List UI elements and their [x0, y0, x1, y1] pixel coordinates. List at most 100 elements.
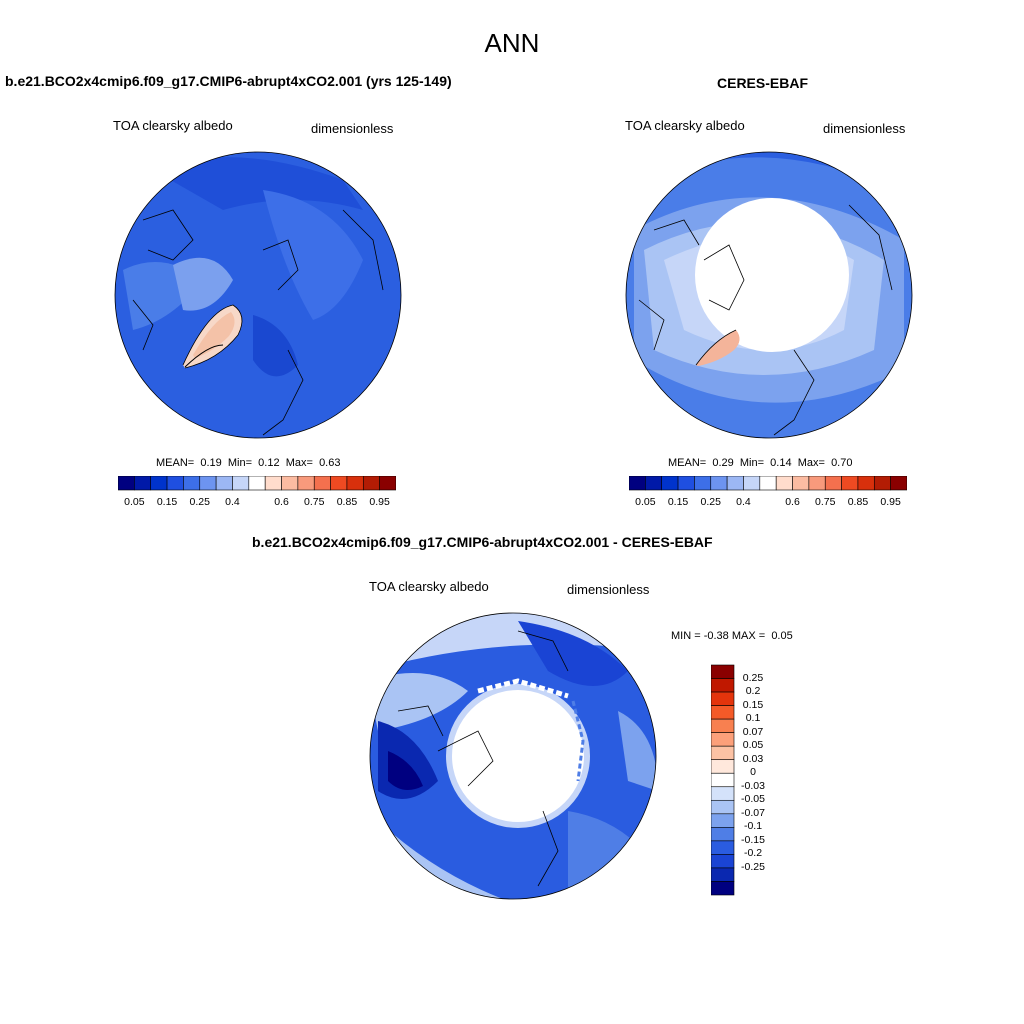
colorbar-swatch: [711, 786, 735, 801]
colorbar-tick-label: 0.07: [742, 725, 764, 738]
figure-title: ANN: [484, 28, 540, 58]
colorbar-swatch: [346, 476, 364, 491]
colorbar-swatch: [215, 476, 233, 491]
colorbar-tick-label: 0.2: [745, 685, 761, 698]
colorbar-swatch: [726, 476, 744, 491]
colorbar-swatch: [711, 691, 735, 706]
colorbar-swatch: [857, 476, 875, 491]
colorbar-swatch: [379, 476, 396, 491]
panel2-stats: MEAN= 0.29 Min= 0.14 Max= 0.70: [668, 457, 853, 469]
colorbar-swatch: [677, 476, 695, 491]
colorbar-swatch: [711, 718, 735, 733]
colorbar-swatch: [264, 476, 282, 491]
colorbar-tick-label: 0.25: [700, 496, 721, 508]
colorbar-tick-label: 0.85: [847, 496, 869, 508]
colorbar-tick-label: 0.1: [745, 712, 761, 725]
panel3-variable: TOA clearsky albedo: [369, 579, 489, 594]
colorbar-swatch: [711, 840, 735, 855]
colorbar-swatch: [890, 476, 907, 491]
colorbar-tick-label: 0.15: [742, 698, 764, 711]
panel1-variable: TOA clearsky albedo: [113, 118, 233, 133]
panel3-stats: MIN = -0.38 MAX = 0.05: [671, 630, 793, 642]
colorbar-swatch: [281, 476, 299, 491]
colorbar-tick-label: 0.05: [635, 496, 656, 508]
colorbar-tick-label: 0.05: [124, 496, 145, 508]
panel3-title: b.e21.BCO2x4cmip6.f09_g17.CMIP6-abrupt4x…: [252, 534, 713, 550]
colorbar-tick-label: 0.4: [736, 496, 751, 508]
panel1-units: dimensionless: [311, 121, 394, 136]
colorbar-swatch: [873, 476, 891, 491]
panel1-title: b.e21.BCO2x4cmip6.f09_g17.CMIP6-abrupt4x…: [5, 73, 452, 89]
colorbar-tick-label: 0.4: [225, 496, 240, 508]
colorbar-swatch: [313, 476, 331, 491]
colorbar-tick-label: 0.85: [336, 496, 358, 508]
colorbar-swatch: [711, 664, 735, 679]
colorbar-swatch: [824, 476, 842, 491]
panel2-polar-map: [625, 151, 913, 439]
colorbar-swatch: [134, 476, 152, 491]
colorbar-swatch: [183, 476, 201, 491]
colorbar-tick-label: 0: [750, 766, 756, 779]
colorbar-swatch: [694, 476, 712, 491]
colorbar-tick-label: 0.95: [369, 496, 390, 508]
panel3-colorbar: [711, 664, 735, 896]
colorbar-swatch: [199, 476, 217, 491]
colorbar-swatch: [711, 705, 735, 720]
colorbar-swatch: [711, 827, 735, 842]
colorbar-swatch: [629, 476, 646, 491]
colorbar-swatch: [330, 476, 348, 491]
colorbar-swatch: [711, 854, 735, 869]
colorbar-tick-label: 0.75: [815, 496, 836, 508]
colorbar-tick-label: -0.25: [741, 860, 765, 873]
colorbar-swatch: [118, 476, 135, 491]
colorbar-tick-label: 0.25: [189, 496, 210, 508]
colorbar-tick-label: 0.6: [274, 496, 289, 508]
colorbar-swatch: [711, 772, 735, 788]
panel2-units: dimensionless: [823, 121, 906, 136]
colorbar-swatch: [232, 476, 250, 491]
colorbar-swatch: [711, 813, 735, 828]
colorbar-tick-label: -0.05: [741, 793, 765, 806]
colorbar-swatch: [711, 678, 735, 693]
colorbar-tick-label: 0.05: [742, 739, 764, 752]
panel3-polar-map: [369, 612, 657, 900]
panel2-title: CERES-EBAF: [717, 75, 809, 91]
colorbar-swatch: [166, 476, 184, 491]
colorbar-swatch: [841, 476, 859, 491]
colorbar-swatch: [362, 476, 380, 491]
colorbar-swatch: [710, 476, 728, 491]
colorbar-tick-label: -0.03: [741, 779, 765, 792]
colorbar-tick-label: 0.75: [304, 496, 325, 508]
panel1-polar-map: [114, 151, 402, 439]
colorbar-tick-label: -0.07: [741, 806, 765, 819]
colorbar-tick-label: 0.15: [156, 496, 178, 508]
colorbar-tick-label: -0.1: [743, 820, 763, 833]
colorbar-swatch: [711, 759, 735, 774]
colorbar-swatch: [297, 476, 315, 491]
colorbar-swatch: [248, 476, 266, 491]
panel2-variable: TOA clearsky albedo: [625, 118, 745, 133]
colorbar-tick-label: 0.03: [742, 752, 764, 765]
colorbar-swatch: [711, 799, 735, 815]
colorbar-swatch: [808, 476, 826, 491]
colorbar-tick-label: -0.15: [741, 833, 765, 846]
colorbar-swatch: [645, 476, 663, 491]
colorbar-tick-label: -0.2: [743, 847, 763, 860]
colorbar-swatch: [711, 745, 735, 761]
panel1-stats: MEAN= 0.19 Min= 0.12 Max= 0.63: [156, 457, 341, 469]
colorbar-tick-label: 0.95: [880, 496, 901, 508]
colorbar-tick-label: 0.6: [785, 496, 800, 508]
colorbar-swatch: [711, 732, 735, 747]
colorbar-swatch: [150, 476, 168, 491]
colorbar-swatch: [759, 476, 777, 491]
colorbar-swatch: [711, 881, 735, 896]
panel3-units: dimensionless: [567, 582, 650, 597]
colorbar-swatch: [792, 476, 810, 491]
panel1-colorbar: [118, 476, 396, 491]
colorbar-swatch: [775, 476, 793, 491]
panel2-colorbar: [629, 476, 907, 491]
colorbar-tick-label: 0.15: [667, 496, 689, 508]
colorbar-swatch: [743, 476, 761, 491]
colorbar-swatch: [661, 476, 679, 491]
colorbar-swatch: [711, 867, 735, 882]
